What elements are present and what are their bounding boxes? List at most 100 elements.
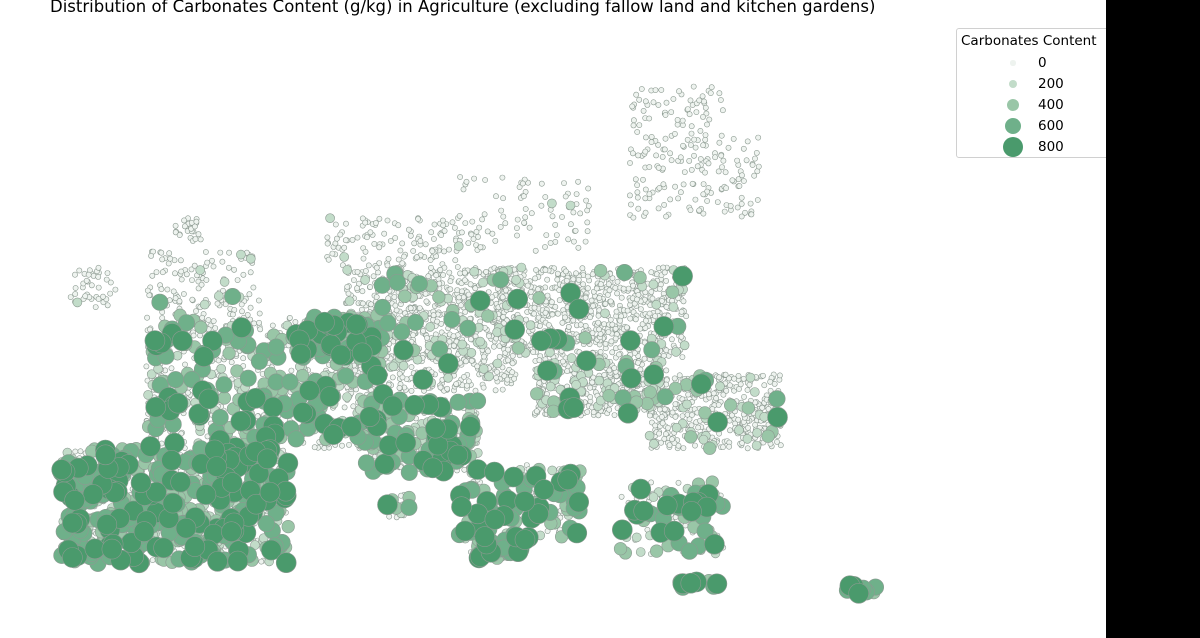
data-point [667, 150, 673, 157]
data-point [690, 83, 697, 90]
data-point [439, 217, 446, 224]
data-point [482, 177, 488, 183]
data-point [499, 386, 506, 393]
data-point [172, 222, 179, 229]
data-point [662, 112, 669, 118]
data-point [562, 193, 569, 200]
data-point [514, 232, 520, 239]
data-point [413, 254, 420, 261]
data-point [681, 169, 688, 175]
data-point [471, 175, 477, 182]
data-point [565, 323, 572, 330]
data-point [505, 346, 511, 353]
data-point [203, 277, 210, 283]
data-point [197, 236, 204, 243]
data-point [72, 297, 83, 308]
data-point [410, 332, 416, 338]
data-point [680, 142, 686, 149]
data-point [702, 132, 709, 138]
data-point [188, 266, 195, 273]
data-point [530, 349, 537, 355]
data-point [72, 448, 79, 455]
data-point [341, 404, 348, 411]
data-point [440, 222, 447, 229]
data-point [658, 87, 665, 93]
data-point [443, 372, 453, 383]
data-point [627, 160, 633, 166]
data-point [481, 353, 487, 360]
data-point [411, 240, 418, 247]
data-point [192, 236, 199, 242]
data-point [661, 435, 668, 442]
data-point [716, 90, 723, 97]
data-point [646, 164, 653, 170]
data-point [652, 422, 659, 429]
data-point [661, 406, 668, 413]
data-point [736, 183, 743, 189]
data-point [734, 425, 744, 435]
data-point [605, 281, 612, 287]
data-point [393, 307, 400, 314]
data-point [405, 226, 412, 233]
data-point [716, 139, 723, 146]
data-point [417, 238, 424, 244]
data-point [650, 99, 657, 106]
data-point [545, 381, 556, 392]
data-point [457, 174, 463, 180]
data-point [608, 338, 615, 345]
data-point [663, 367, 670, 374]
data-point [500, 213, 507, 220]
data-point [104, 270, 111, 276]
data-point [562, 314, 568, 321]
data-point [612, 284, 619, 291]
data-point [193, 218, 200, 225]
data-point [349, 236, 356, 243]
data-point [655, 102, 662, 108]
data-point [199, 314, 206, 321]
data-point [195, 285, 202, 292]
data-point [666, 442, 673, 448]
data-point [95, 264, 102, 271]
data-point [705, 160, 712, 167]
data-point [492, 237, 499, 244]
data-point [229, 311, 236, 318]
data-point [602, 389, 616, 403]
data-point [710, 390, 717, 397]
data-point [332, 221, 339, 228]
data-point [502, 220, 509, 227]
data-point [178, 276, 185, 283]
data-point [172, 229, 179, 236]
data-point [375, 269, 381, 276]
data-point [481, 309, 495, 323]
data-point [434, 318, 440, 325]
data-point [688, 123, 695, 130]
data-point [735, 372, 742, 379]
data-point [684, 136, 691, 143]
data-point [95, 284, 102, 291]
data-point [747, 200, 754, 207]
data-point [642, 186, 649, 193]
data-point [226, 249, 232, 256]
data-point [449, 219, 456, 226]
data-point [702, 169, 708, 176]
data-point [528, 288, 534, 295]
data-point [672, 401, 679, 407]
data-point [688, 422, 695, 429]
data-point [195, 265, 205, 275]
data-point [528, 210, 535, 217]
data-point [632, 316, 639, 323]
data-point [339, 252, 350, 262]
data-point [656, 185, 663, 191]
data-point [543, 232, 550, 238]
data-point [469, 266, 480, 277]
data-point [755, 134, 762, 141]
data-point [669, 436, 675, 443]
data-point [660, 264, 667, 271]
data-point [468, 357, 475, 364]
data-point [614, 290, 620, 297]
data-point [573, 270, 579, 277]
data-point [643, 317, 649, 324]
data-point [395, 222, 402, 229]
data-point [590, 409, 597, 416]
data-point [103, 276, 110, 283]
